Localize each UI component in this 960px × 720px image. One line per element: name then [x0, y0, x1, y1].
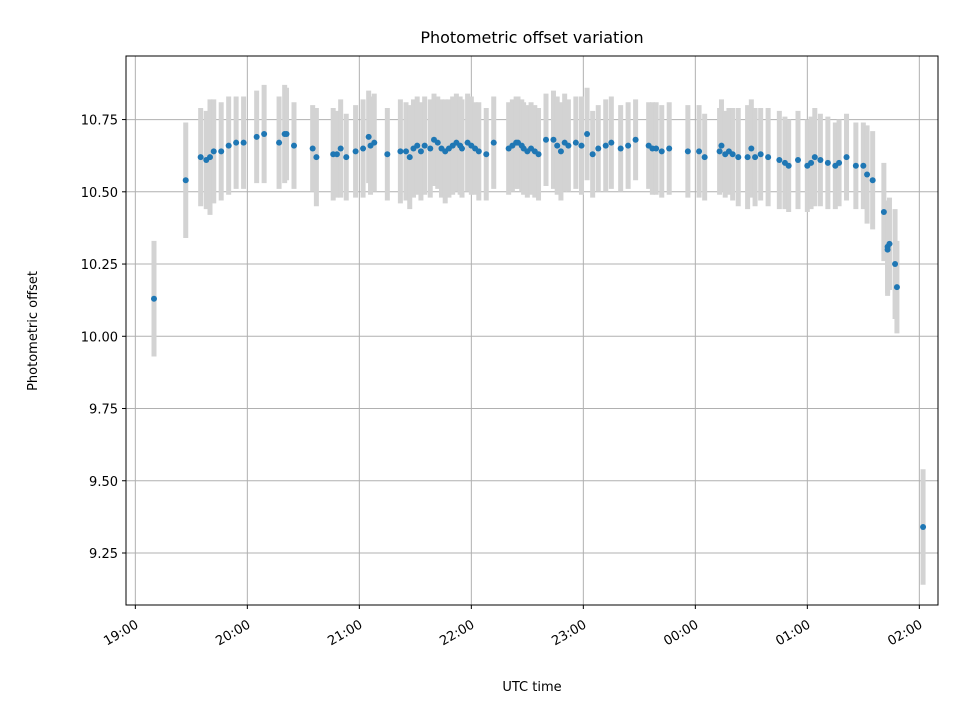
data-point	[233, 139, 240, 146]
data-point	[535, 151, 542, 158]
y-axis-label: Photometric offset	[26, 271, 41, 391]
data-point	[795, 157, 801, 164]
y-tick-label: 9.50	[89, 475, 118, 490]
data-point	[852, 162, 859, 169]
data-point	[240, 139, 247, 146]
data-point	[313, 154, 320, 161]
data-point	[360, 145, 367, 152]
data-point	[817, 157, 824, 164]
data-point	[666, 145, 673, 152]
data-point	[843, 154, 850, 161]
data-point	[602, 142, 609, 149]
data-point	[352, 148, 359, 155]
data-point	[595, 145, 602, 152]
data-point	[578, 142, 585, 149]
data-point	[808, 159, 815, 166]
data-point	[543, 136, 549, 143]
data-point	[557, 148, 564, 155]
data-point	[397, 148, 404, 155]
data-point	[617, 145, 624, 152]
data-point	[417, 148, 424, 155]
x-axis-label: UTC time	[502, 680, 561, 695]
data-point	[406, 154, 413, 161]
data-point	[735, 154, 742, 161]
data-point	[475, 148, 482, 155]
data-point	[283, 131, 290, 138]
y-tick-label: 10.00	[81, 330, 118, 345]
data-point	[371, 139, 378, 146]
data-point	[490, 139, 497, 146]
y-tick-label: 10.25	[81, 258, 118, 273]
data-point	[554, 142, 561, 149]
data-point	[291, 142, 297, 149]
data-point	[608, 139, 615, 146]
data-point	[589, 151, 596, 158]
data-point	[550, 136, 557, 143]
data-point	[765, 154, 772, 161]
data-point	[886, 240, 893, 247]
data-point	[253, 133, 260, 140]
data-point	[343, 154, 350, 161]
data-point	[701, 154, 708, 161]
data-point	[182, 177, 189, 184]
data-point	[860, 162, 867, 169]
data-point	[920, 523, 927, 530]
data-point	[207, 154, 213, 161]
data-point	[210, 148, 217, 155]
data-point	[197, 154, 204, 161]
data-point	[785, 162, 792, 169]
data-point	[625, 142, 632, 149]
data-point	[836, 159, 843, 166]
data-point	[384, 151, 391, 158]
data-point	[684, 148, 691, 155]
data-point	[696, 148, 703, 155]
data-point	[729, 151, 736, 158]
data-point	[757, 151, 764, 158]
data-point	[869, 177, 876, 184]
data-point	[884, 246, 891, 253]
data-points	[151, 131, 927, 530]
y-tick-label: 9.25	[89, 547, 118, 562]
y-tick-label: 10.75	[81, 114, 118, 129]
plot-frame	[125, 55, 939, 606]
data-point	[892, 261, 899, 268]
data-point	[811, 154, 818, 161]
y-tick-label: 9.75	[89, 403, 118, 418]
data-point	[459, 145, 465, 152]
data-point	[880, 209, 887, 216]
data-point	[776, 157, 783, 164]
data-point	[309, 145, 316, 152]
chart-title: Photometric offset variation	[420, 28, 643, 47]
data-point	[572, 139, 579, 146]
data-point	[261, 131, 268, 138]
data-point	[365, 133, 372, 140]
data-point	[744, 154, 751, 161]
data-point	[333, 151, 340, 158]
data-point	[893, 284, 900, 291]
data-point	[824, 159, 831, 166]
y-tick-label: 10.50	[81, 186, 118, 201]
data-point	[748, 145, 755, 152]
data-point	[403, 148, 409, 155]
data-point	[276, 139, 283, 146]
data-point	[151, 295, 157, 302]
data-point	[752, 154, 759, 161]
data-point	[716, 148, 723, 155]
data-point	[584, 131, 591, 138]
data-point	[864, 171, 871, 178]
data-point	[718, 142, 725, 149]
data-point	[427, 145, 434, 152]
data-point	[421, 142, 428, 149]
data-point	[337, 145, 344, 152]
data-point	[483, 151, 490, 158]
data-point	[225, 142, 232, 149]
data-point	[218, 148, 225, 155]
data-point	[565, 142, 572, 149]
data-point	[414, 142, 421, 149]
data-point	[632, 136, 639, 143]
data-point	[653, 145, 660, 152]
data-point	[658, 148, 665, 155]
data-point	[434, 139, 441, 146]
